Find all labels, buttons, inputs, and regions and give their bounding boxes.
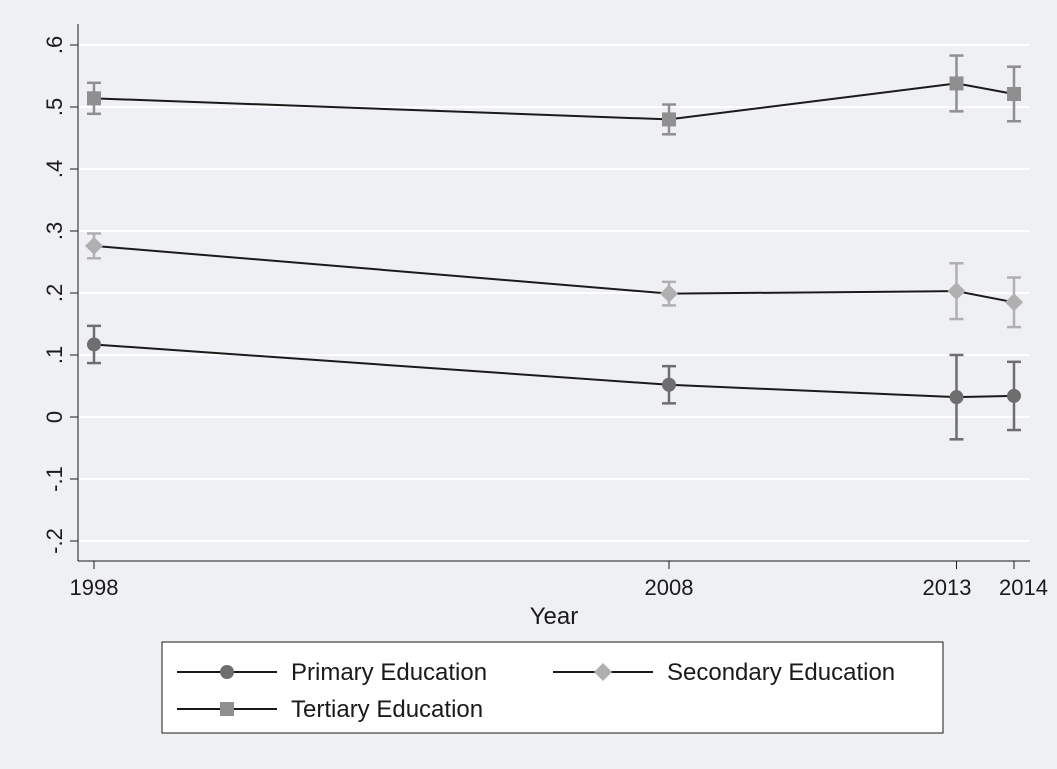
y-tick-label: .6: [42, 36, 67, 54]
series-lines: [93, 82, 1015, 399]
data-point: [220, 702, 234, 716]
y-tick-label: -.2: [42, 528, 67, 554]
data-point: [220, 665, 234, 679]
y-tick-label: .5: [42, 98, 67, 116]
y-tick-label: .2: [42, 284, 67, 302]
data-point: [660, 284, 678, 303]
axes: [70, 24, 1030, 569]
x-tick-label: 2013: [923, 575, 972, 600]
x-axis-title: Year: [530, 603, 579, 630]
data-point: [594, 663, 612, 681]
y-tick-label: 0: [42, 411, 67, 423]
data-point: [662, 377, 676, 392]
data-point: [1007, 86, 1021, 101]
data-point: [947, 282, 966, 301]
series-line: [93, 82, 1015, 121]
legend-label: Tertiary Education: [291, 696, 483, 723]
legend-box: [161, 641, 944, 734]
x-tick-label: 2014: [999, 575, 1048, 600]
data-point: [87, 337, 101, 352]
data-point: [85, 236, 103, 255]
data-points: [85, 76, 1023, 405]
x-tick-label: 1998: [70, 575, 119, 600]
x-tick-label: 2008: [645, 575, 694, 600]
y-tick-label: .1: [42, 346, 67, 364]
legend-label: Primary Education: [291, 659, 487, 686]
tick-labels: -.2 -.1 0 .1 .2 .3 .4 .5 .6 1998 2008 2013 2014: [42, 36, 1048, 600]
series-line: [93, 244, 1015, 304]
y-tick-label: -.1: [42, 466, 67, 492]
data-point: [949, 76, 964, 91]
data-point: [87, 91, 101, 106]
legend-label: Secondary Education: [667, 659, 895, 686]
legend: Primary Education Secondary Education Tert…: [161, 641, 944, 734]
data-point: [1005, 293, 1023, 312]
data-point: [949, 390, 964, 405]
data-point: [1007, 388, 1021, 403]
data-point: [662, 112, 676, 127]
series-line: [93, 343, 1015, 399]
y-tick-label: .4: [42, 160, 67, 178]
y-tick-label: .3: [42, 222, 67, 240]
